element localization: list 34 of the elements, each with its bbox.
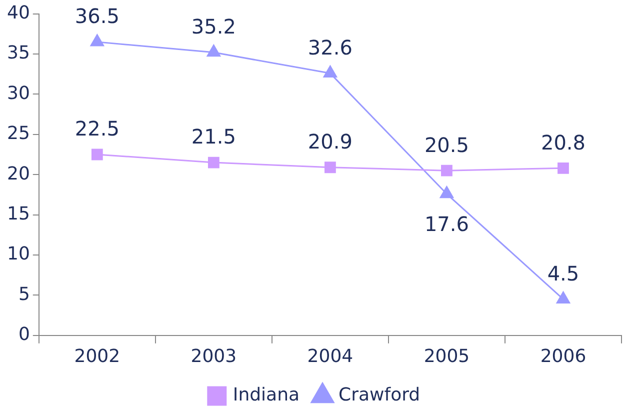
y-tick-label: 40 bbox=[7, 2, 30, 24]
y-tick-label: 10 bbox=[7, 244, 30, 265]
data-label: 21.5 bbox=[191, 124, 236, 149]
y-tick-label: 35 bbox=[7, 42, 30, 64]
point bbox=[208, 156, 220, 168]
data-label: 22.5 bbox=[74, 116, 120, 141]
y-tick-label: 15 bbox=[7, 203, 30, 224]
point bbox=[441, 164, 452, 176]
point bbox=[90, 34, 104, 46]
data-label: 20.5 bbox=[424, 132, 469, 157]
legend-label: Crawford bbox=[338, 384, 420, 406]
y-tick-label: 0 bbox=[18, 324, 30, 346]
x-tick-label: 2004 bbox=[307, 346, 354, 367]
data-label: 20.9 bbox=[308, 130, 352, 154]
legend-label: Indiana bbox=[232, 384, 300, 406]
y-tick-label: 25 bbox=[7, 123, 30, 144]
data-label: 17.6 bbox=[424, 212, 469, 236]
x-tick-label: 2002 bbox=[74, 346, 120, 367]
data-label: 32.6 bbox=[308, 36, 352, 60]
point bbox=[324, 162, 336, 174]
y-tick-label: 5 bbox=[18, 284, 30, 305]
data-label: 20.8 bbox=[540, 130, 586, 154]
x-tick-label: 2003 bbox=[190, 346, 237, 367]
y-tick-label: 20 bbox=[7, 163, 30, 184]
data-label: 36.5 bbox=[74, 4, 120, 28]
point bbox=[91, 148, 103, 160]
x-tick-label: 2006 bbox=[540, 346, 586, 367]
point bbox=[558, 162, 569, 174]
point bbox=[206, 44, 220, 57]
data-label: 35.2 bbox=[191, 14, 236, 39]
y-tick-label: 30 bbox=[7, 82, 30, 104]
data-label: 4.5 bbox=[547, 261, 580, 286]
x-tick-label: 2005 bbox=[424, 346, 470, 367]
point bbox=[323, 66, 338, 78]
